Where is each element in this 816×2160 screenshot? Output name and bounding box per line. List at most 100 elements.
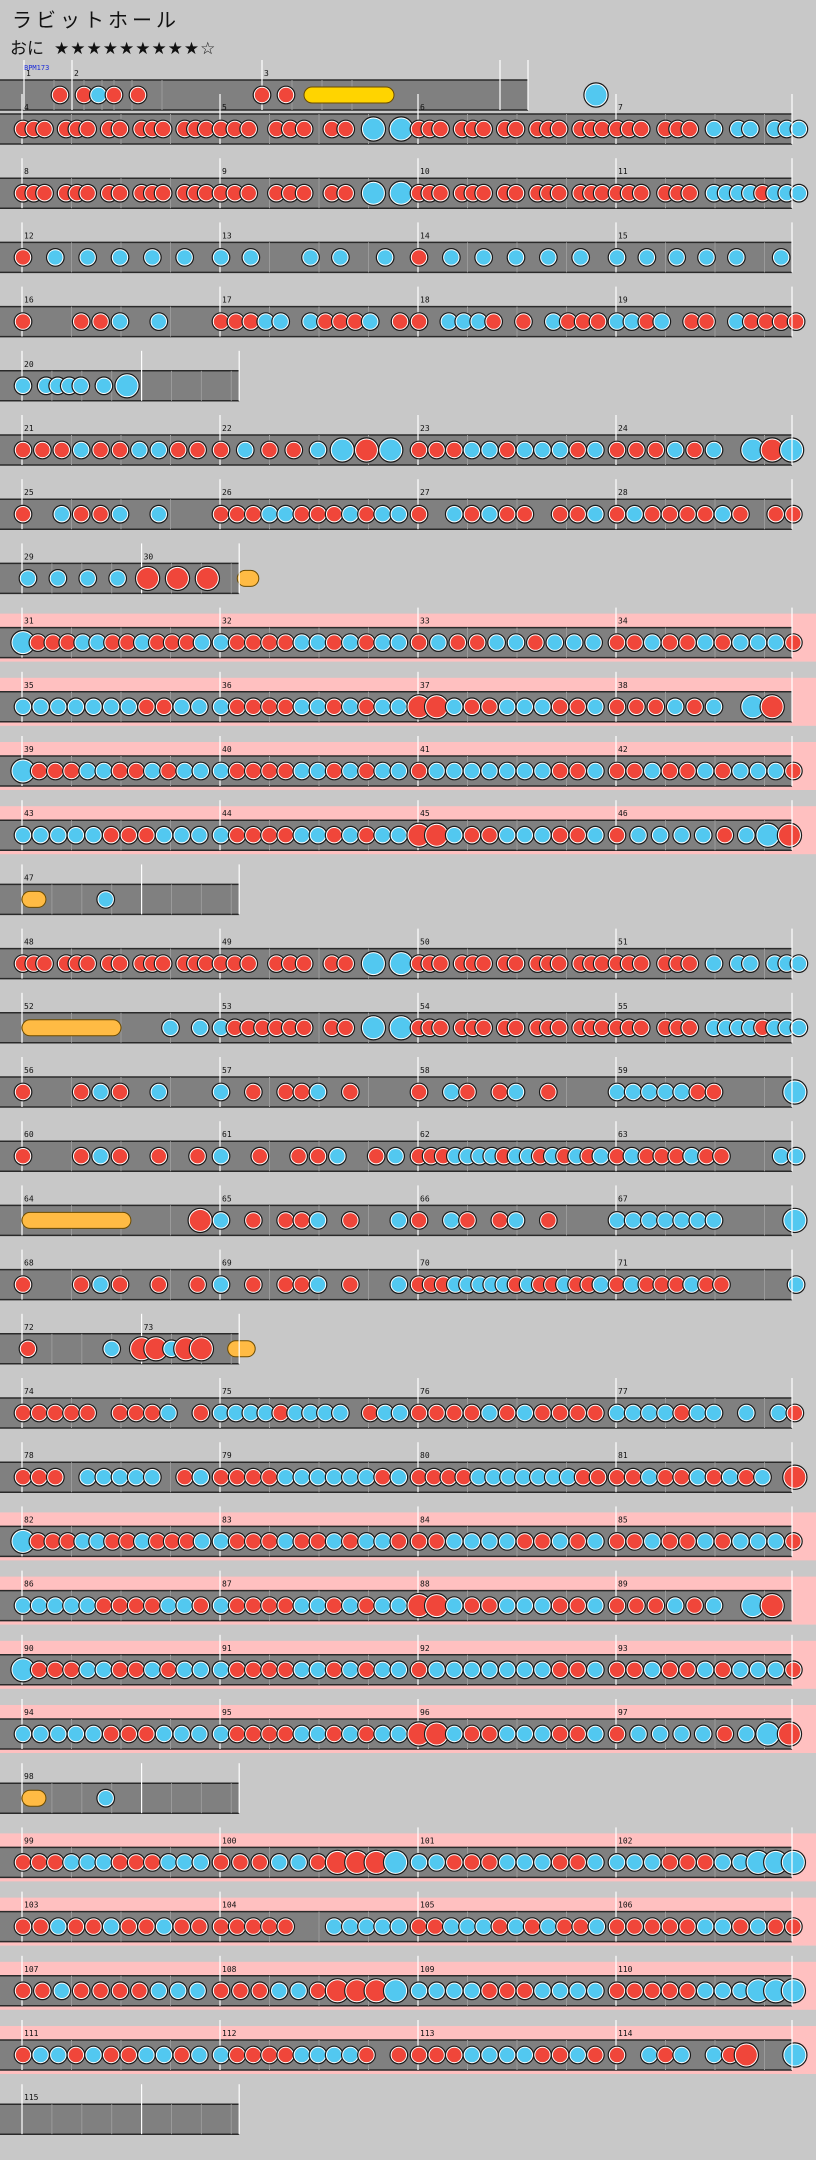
don-note (326, 507, 342, 522)
don-note (93, 314, 108, 329)
don-note (447, 442, 462, 458)
big-ka-note (784, 2044, 806, 2066)
ka-note (499, 1534, 515, 1549)
ka-note (177, 1855, 192, 1870)
ka-note (80, 1855, 95, 1870)
ka-note (535, 1726, 550, 1742)
ka-note (391, 1662, 407, 1678)
don-note (213, 121, 229, 137)
don-note (68, 2047, 84, 2063)
ka-note (54, 507, 69, 522)
don-note (93, 442, 108, 458)
big-ka-note (747, 1851, 769, 1873)
measure-number: 56 (24, 1066, 34, 1075)
don-note (310, 1149, 326, 1164)
don-note (15, 1919, 31, 1934)
ka-note (294, 2047, 310, 2063)
ka-note (96, 763, 112, 779)
don-note (690, 1084, 706, 1100)
don-note (199, 186, 214, 201)
measure-number: 71 (618, 1259, 628, 1268)
big-ka-note (757, 1723, 779, 1745)
ka-note (627, 1855, 642, 1870)
big-don-note (735, 2044, 757, 2066)
don-note (35, 1983, 50, 1999)
don-note (283, 956, 298, 971)
ka-note (75, 1534, 90, 1549)
ka-note (20, 571, 36, 586)
don-note (464, 699, 480, 714)
don-note (629, 442, 644, 458)
don-note (570, 1662, 585, 1678)
don-note (213, 1470, 229, 1485)
ka-note (391, 1470, 407, 1485)
big-don-note (408, 1723, 430, 1745)
don-note (262, 1919, 277, 1934)
don-note (278, 1598, 293, 1613)
ka-note (303, 250, 318, 265)
ka-note (482, 2047, 497, 2063)
don-note (662, 635, 678, 650)
ka-note (447, 1598, 462, 1613)
ka-note (74, 442, 89, 458)
ka-note (343, 1598, 358, 1613)
don-note (717, 1726, 732, 1742)
measure-number: 45 (420, 809, 430, 818)
ka-note (51, 1919, 66, 1934)
don-note (283, 121, 298, 137)
ka-note (464, 1534, 480, 1549)
don-note (145, 1598, 160, 1613)
ka-note (174, 699, 189, 714)
ka-note (112, 314, 128, 329)
measure-number: 82 (24, 1515, 34, 1524)
don-note (310, 1534, 326, 1549)
ka-note (642, 1084, 657, 1100)
don-note (338, 186, 353, 201)
don-note (177, 1470, 192, 1485)
ka-note (375, 828, 390, 843)
don-note (492, 1213, 508, 1228)
balloon (21, 890, 47, 908)
ka-note (377, 1405, 393, 1421)
don-note (213, 507, 229, 522)
don-note (294, 1084, 310, 1100)
big-don-note (356, 439, 377, 461)
ka-note (645, 1534, 660, 1549)
lane (0, 242, 792, 273)
don-note (411, 2047, 427, 2063)
don-note (482, 1598, 497, 1613)
don-note (715, 1662, 731, 1678)
don-note (588, 1405, 603, 1421)
don-note (64, 763, 79, 779)
don-note (278, 1919, 293, 1934)
ka-note (535, 442, 550, 458)
measure-number: 77 (618, 1387, 628, 1396)
measure-number: 62 (420, 1130, 430, 1139)
don-note (294, 1213, 310, 1228)
measure-number: 55 (618, 1002, 628, 1011)
don-note (499, 507, 515, 522)
don-note (254, 87, 270, 103)
don-note (648, 699, 663, 714)
don-note (199, 121, 214, 137)
don-note (634, 186, 649, 201)
don-note (255, 1020, 270, 1035)
ka-note (541, 250, 556, 265)
ka-note (156, 828, 172, 843)
don-note (326, 1662, 342, 1678)
ka-note (135, 1534, 150, 1549)
big-ka-note (742, 696, 764, 718)
song-title: ラビットホール (12, 8, 180, 32)
don-note (433, 186, 448, 201)
don-note (64, 1662, 79, 1678)
don-note (213, 1919, 229, 1934)
don-note (411, 442, 427, 458)
ka-note (517, 442, 533, 458)
measure-number: 40 (222, 745, 232, 754)
don-note (359, 635, 374, 650)
ka-note (375, 1662, 390, 1678)
ka-note (377, 250, 393, 265)
don-note (190, 1149, 205, 1164)
don-note (492, 1919, 508, 1934)
